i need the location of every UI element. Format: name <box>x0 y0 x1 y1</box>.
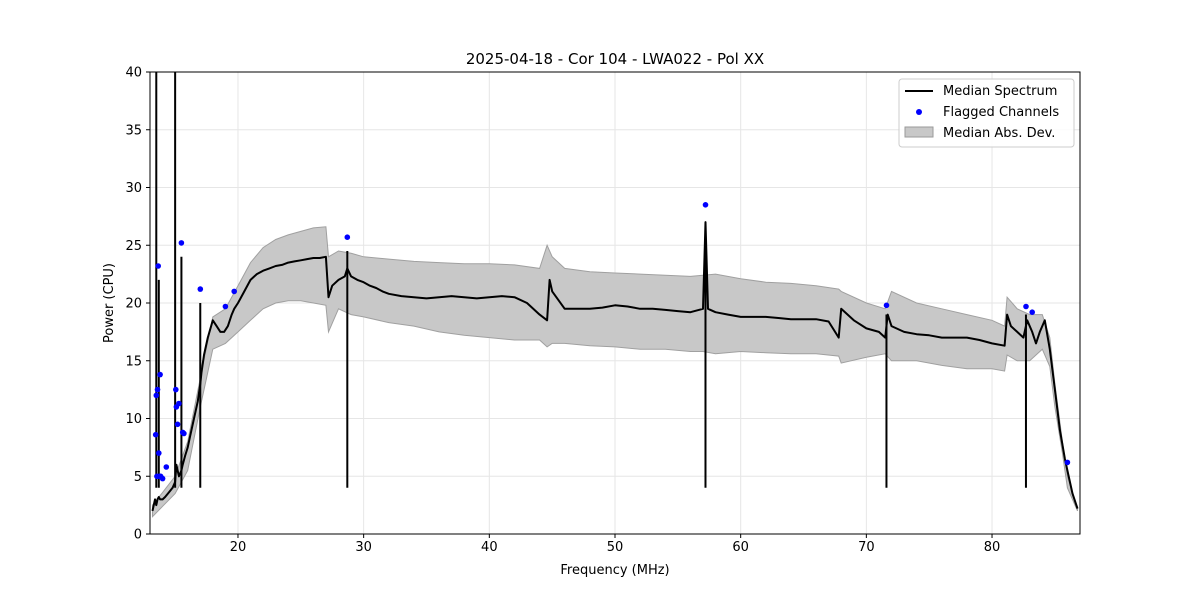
flagged-channel-point <box>181 430 187 437</box>
flagged-channel-point <box>156 450 162 456</box>
flagged-channel-point <box>173 386 179 393</box>
legend-median-abs-dev: Median Abs. Dev. <box>943 126 1055 141</box>
legend-marker-swatch <box>916 109 922 115</box>
flagged-channel-point <box>344 234 351 240</box>
x-axis-label: Frequency (MHz) <box>560 563 669 578</box>
mad-band-layer <box>152 226 1078 518</box>
flagged-channel-point <box>222 303 229 310</box>
x-tick-label: 80 <box>984 540 1001 555</box>
x-tick-label: 50 <box>607 540 624 555</box>
y-tick-label: 15 <box>125 354 142 369</box>
flagged-channel-point <box>174 421 181 428</box>
flagged-channel-point <box>152 431 159 438</box>
legend-flagged-channels: Flagged Channels <box>943 105 1059 120</box>
legend-box <box>898 78 1075 148</box>
y-axis-label: Power (CPU) <box>102 263 117 343</box>
flagged-channel-point <box>178 240 185 246</box>
flagged-channel-point <box>159 475 166 482</box>
x-tick-label: 40 <box>481 540 498 555</box>
y-tick-label: 20 <box>125 297 142 312</box>
flagged-channel-point <box>155 263 161 269</box>
y-tick-label: 5 <box>134 470 142 485</box>
flagged-points-layer <box>152 202 1071 482</box>
y-tick-label: 40 <box>125 66 142 81</box>
flagged-channel-point <box>163 464 170 470</box>
flagged-channel-point <box>197 286 204 292</box>
flagged-channel-point <box>1064 459 1071 466</box>
x-tick-label: 60 <box>732 540 749 555</box>
legend-patch-swatch <box>904 126 934 138</box>
chart-title: 2025-04-18 - Cor 104 - LWA022 - Pol XX <box>466 50 764 68</box>
median-spectrum-line <box>151 221 1079 512</box>
mad-band <box>152 226 1078 518</box>
x-tick-label: 20 <box>230 540 247 555</box>
flagged-channel-point <box>883 302 890 309</box>
y-tick-label: 35 <box>125 123 142 138</box>
y-tick-label: 30 <box>125 181 142 196</box>
flagged-channel-point <box>702 202 709 208</box>
flagged-channel-point <box>176 400 182 407</box>
flagged-channel-point <box>231 288 237 295</box>
flagged-channel-point <box>153 392 160 399</box>
flagged-channel-point <box>157 371 163 378</box>
y-tick-label: 0 <box>134 528 142 543</box>
flagged-channel-point <box>154 386 161 393</box>
y-tick-label: 25 <box>125 239 142 254</box>
legend: Median Spectrum Flagged Channels Median … <box>898 78 1075 148</box>
x-tick-label: 30 <box>355 540 372 555</box>
flagged-channel-point <box>1029 309 1035 316</box>
x-tick-label: 70 <box>858 540 875 555</box>
y-tick-label: 10 <box>125 412 142 427</box>
flagged-channel-point <box>1023 303 1029 310</box>
tick-layer: 20 30 40 50 60 70 80 0 5 10 15 20 25 30 35 40 <box>125 66 1000 556</box>
legend-median-spectrum: Median Spectrum <box>943 84 1057 99</box>
